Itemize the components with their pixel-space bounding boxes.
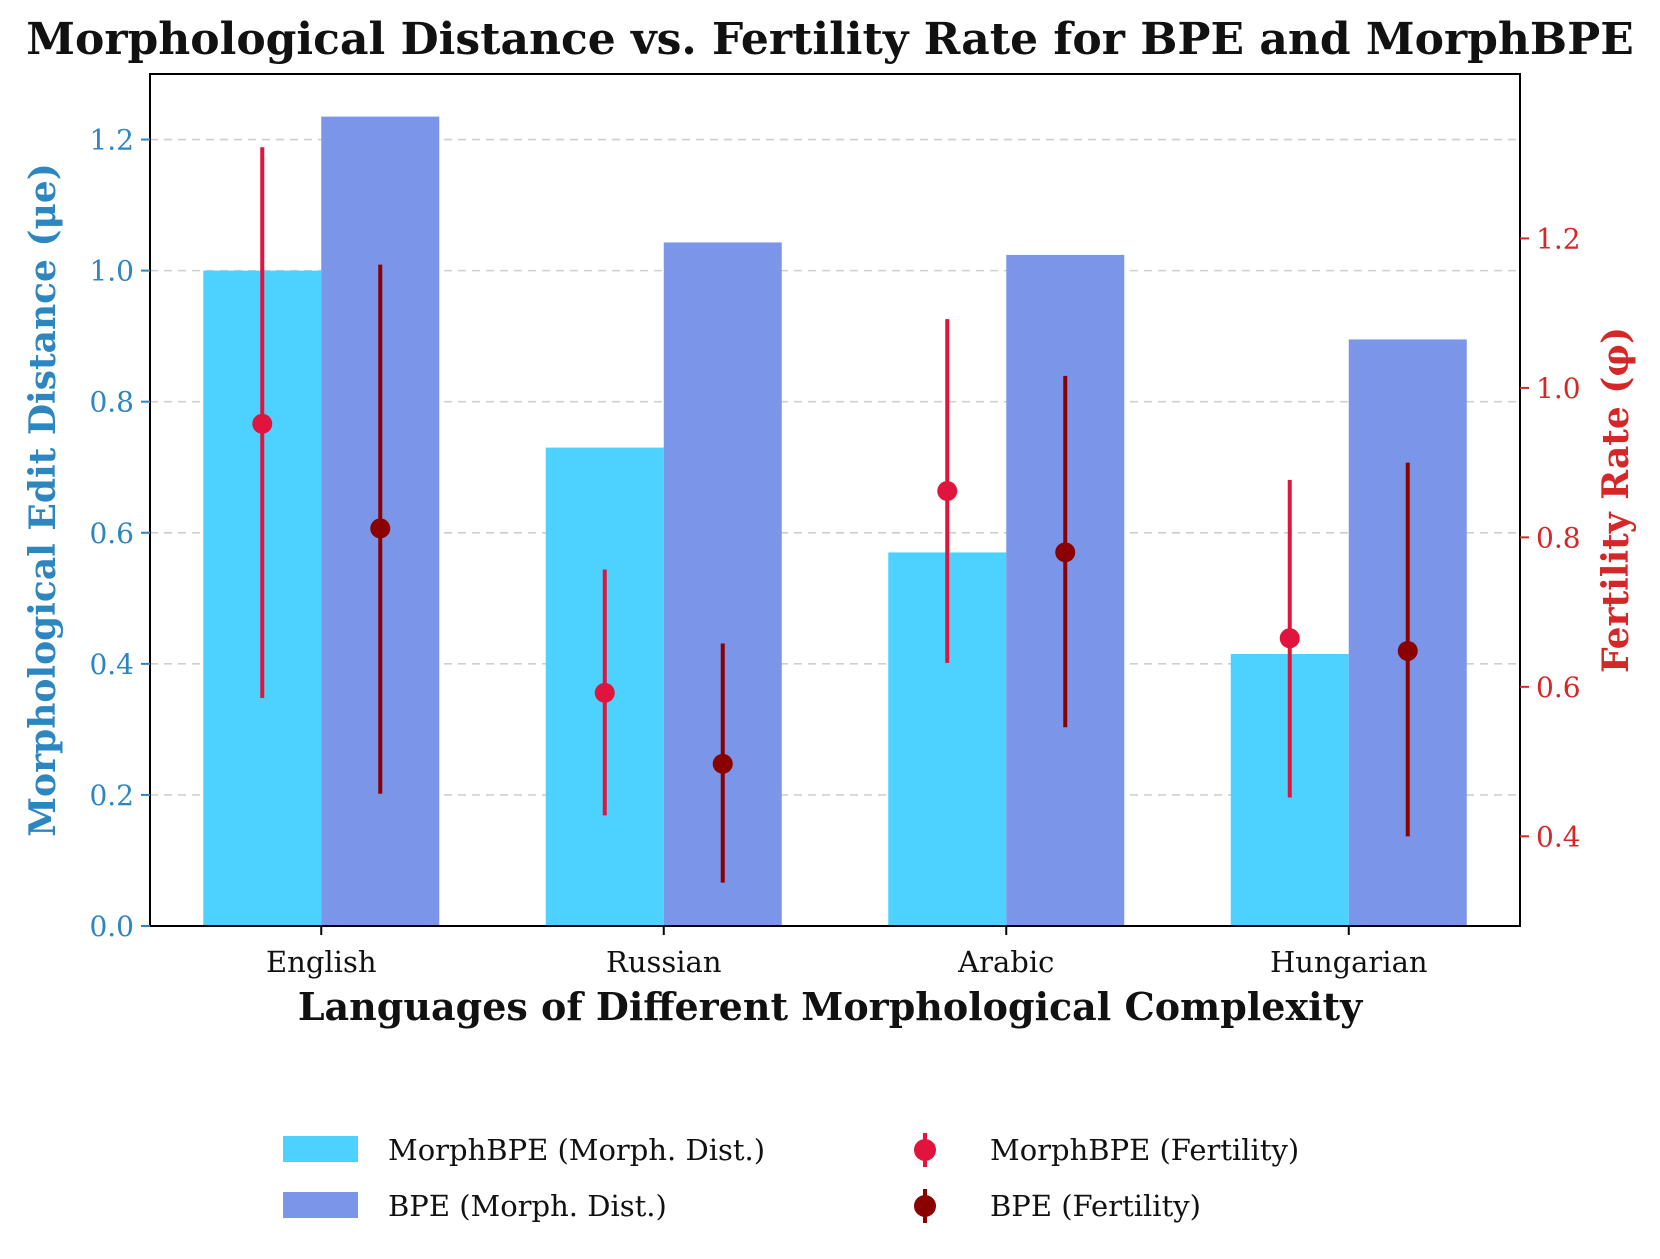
plot-frame [149,73,1521,927]
error-point [1397,640,1418,661]
right-tick-label: 0.6 [1536,671,1581,704]
error-bars [252,147,1418,883]
error-point [594,682,615,703]
left-tick-label: 0.0 [89,910,134,943]
error-point [712,753,733,774]
chart-title: Morphological Distance vs. Fertility Rat… [26,14,1633,65]
y-axis-label-left: Morphological Edit Distance (μe) [22,163,64,837]
right-tick-label: 1.0 [1536,372,1581,405]
right-tick-label: 0.4 [1536,820,1581,853]
bars [203,116,1467,927]
legend-label-morphbpe-fert: MorphBPE (Fertility) [990,1133,1299,1167]
legend-swatch-bpe-dist [283,1192,358,1218]
left-tick-label: 0.4 [89,648,134,681]
x-tick-label: English [266,945,377,979]
right-tick-label: 1.2 [1536,222,1581,255]
left-tick-label: 0.2 [89,779,134,812]
legend-marker-bpe-fert [914,1195,936,1217]
left-y-ticks: 0.0 0.2 0.4 0.6 0.8 1.0 1.2 [89,124,150,943]
legend-label-bpe-dist: BPE (Morph. Dist.) [388,1189,667,1223]
x-tick-label: Russian [606,945,722,979]
x-axis-label: Languages of Different Morphological Com… [298,984,1363,1029]
error-point [252,413,273,434]
right-y-ticks: 0.4 0.6 0.8 1.0 1.2 [1520,222,1581,853]
legend-label-morphbpe-dist: MorphBPE (Morph. Dist.) [388,1133,765,1167]
error-point [1055,542,1076,563]
legend-marker-morphbpe-fert [914,1139,936,1161]
right-tick-label: 0.8 [1536,521,1581,554]
error-point [1279,628,1300,649]
legend: MorphBPE (Morph. Dist.) BPE (Morph. Dist… [283,1133,1299,1223]
x-tick-label: Arabic [957,945,1054,979]
x-ticks: English Russian Arabic Hungarian [266,926,1428,979]
legend-label-bpe-fert: BPE (Fertility) [990,1189,1201,1223]
left-tick-label: 1.2 [89,124,134,157]
legend-swatch-morphbpe-dist [283,1136,358,1162]
left-tick-label: 0.8 [89,386,134,419]
error-point [937,481,958,502]
left-tick-label: 1.0 [89,255,134,288]
error-point [370,518,391,539]
x-tick-label: Hungarian [1270,945,1428,979]
left-tick-label: 0.6 [89,517,134,550]
y-axis-label-right: Fertility Rate (φ) [1595,327,1637,673]
